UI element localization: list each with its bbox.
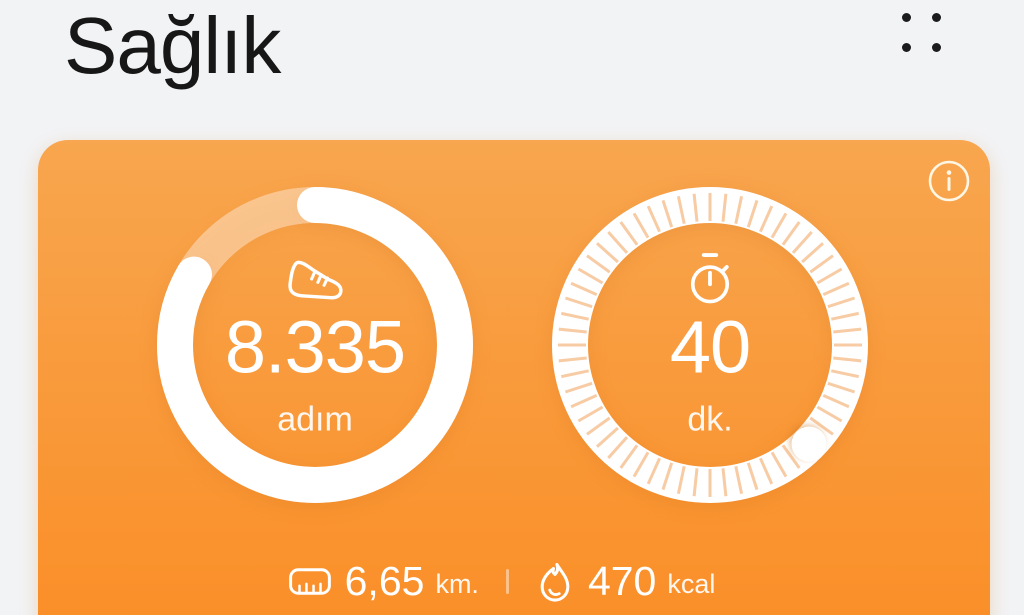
activity-card[interactable]: 8.335 adım 40 dk. xyxy=(38,140,990,615)
stopwatch-icon xyxy=(687,252,733,313)
dot xyxy=(932,13,941,22)
shoe-icon xyxy=(286,257,344,308)
distance-stat[interactable]: 6,65 km. xyxy=(288,558,479,605)
calories-stat[interactable]: 470 kcal xyxy=(536,558,715,605)
four-dot-grid-icon[interactable] xyxy=(902,13,950,61)
ruler-icon xyxy=(288,568,331,595)
info-icon[interactable] xyxy=(927,159,971,203)
dot xyxy=(902,43,911,52)
dot xyxy=(932,43,941,52)
calories-value: 470 xyxy=(587,558,657,604)
stats-row: 6,65 km. 470 kcal xyxy=(26,558,978,605)
distance-value: 6,65 xyxy=(344,558,425,604)
duration-ring[interactable]: 40 dk. xyxy=(550,185,870,505)
duration-label: dk. xyxy=(687,400,733,439)
duration-value: 40 xyxy=(669,305,751,389)
distance-unit: km. xyxy=(435,569,479,599)
dot xyxy=(902,13,911,22)
page-title: Sağlık xyxy=(64,1,281,90)
steps-ring[interactable]: 8.335 adım xyxy=(155,185,475,505)
flame-icon xyxy=(536,561,574,603)
calories-unit: kcal xyxy=(667,569,716,599)
steps-progress-ring xyxy=(157,187,473,503)
steps-label: adım xyxy=(277,400,353,439)
stats-divider xyxy=(505,569,509,594)
steps-value: 8.335 xyxy=(224,305,406,389)
duration-tick-ring xyxy=(552,187,868,503)
